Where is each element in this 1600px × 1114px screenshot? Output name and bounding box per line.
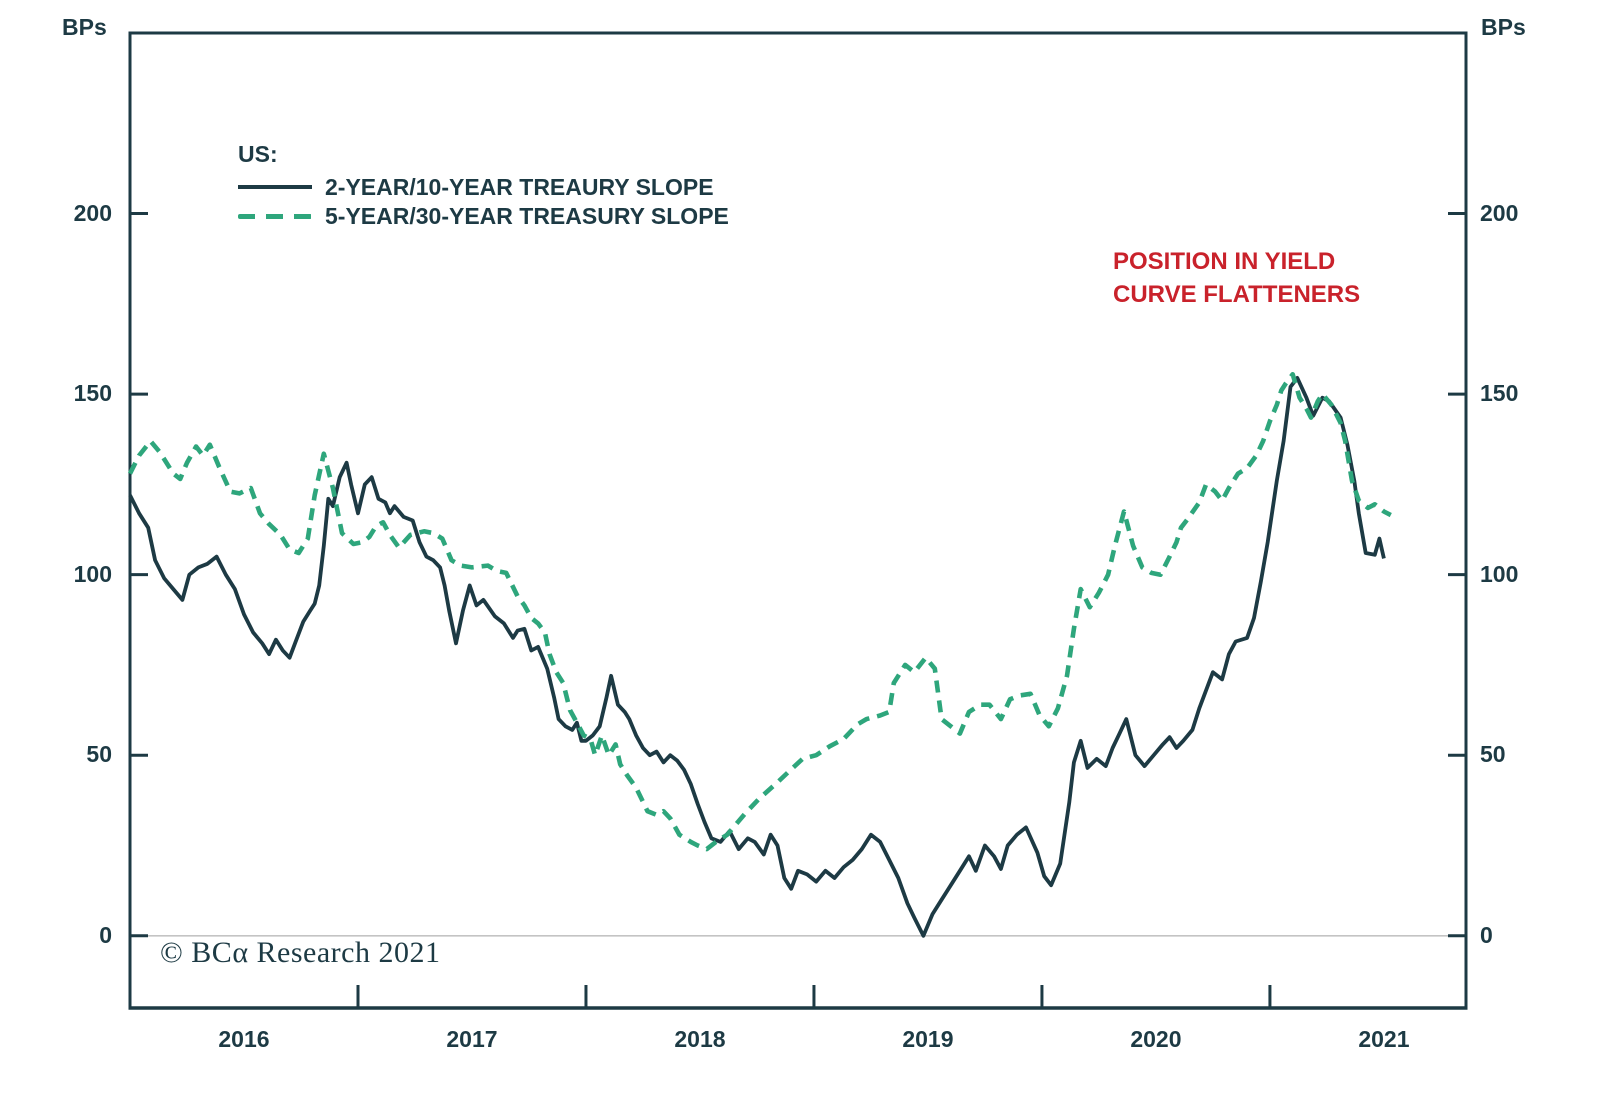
y-tick-label-left-50: 50 bbox=[86, 741, 112, 768]
legend: US: 2-YEAR/10-YEAR TREAURY SLOPE 5-YEAR/… bbox=[238, 141, 729, 229]
y-tick-label-left-100: 100 bbox=[73, 560, 112, 587]
series-line-5y30y bbox=[127, 371, 1392, 852]
x-tick-label-2020: 2020 bbox=[1130, 1026, 1182, 1052]
legend-swatch-dashed-line bbox=[238, 213, 312, 219]
y-tick-label-right-100: 100 bbox=[1480, 560, 1519, 587]
y-tick-label-right-0: 0 bbox=[1480, 921, 1493, 948]
x-tick-label-2017: 2017 bbox=[446, 1026, 498, 1052]
legend-swatch-solid-line bbox=[238, 185, 312, 189]
annotation-line-1: POSITION IN YIELD bbox=[1113, 248, 1336, 275]
annotation-line-2: CURVE FLATTENERS bbox=[1113, 281, 1361, 308]
legend-item-label: 5-YEAR/30-YEAR TREASURY SLOPE bbox=[325, 202, 729, 229]
x-tick-label-2018: 2018 bbox=[674, 1026, 726, 1052]
y-tick-label-right-50: 50 bbox=[1480, 741, 1506, 768]
legend-item-label: 2-YEAR/10-YEAR TREAURY SLOPE bbox=[325, 173, 714, 200]
legend-item-5y30y: 5-YEAR/30-YEAR TREASURY SLOPE bbox=[238, 202, 729, 229]
legend-heading: US: bbox=[238, 141, 278, 167]
y-tick-label-left-0: 0 bbox=[99, 921, 112, 948]
y-axis-unit-label-right: BPs bbox=[1481, 14, 1526, 40]
y-axis-unit-label-left: BPs bbox=[62, 14, 107, 40]
y-tick-label-left-200: 200 bbox=[73, 199, 112, 226]
annotation-text: POSITION IN YIELD CURVE FLATTENERS bbox=[1113, 245, 1360, 311]
series-line-2y10y bbox=[128, 375, 1386, 938]
copyright-text: © BCα Research 2021 bbox=[160, 936, 441, 969]
x-tick-label-2016: 2016 bbox=[218, 1026, 270, 1052]
y-tick-label-left-150: 150 bbox=[73, 380, 112, 407]
y-tick-label-right-150: 150 bbox=[1480, 380, 1519, 407]
x-tick-label-2021: 2021 bbox=[1358, 1026, 1410, 1052]
y-tick-label-right-200: 200 bbox=[1480, 199, 1519, 226]
x-tick-label-2019: 2019 bbox=[902, 1026, 954, 1052]
legend-item-2y10y: 2-YEAR/10-YEAR TREAURY SLOPE bbox=[238, 173, 729, 200]
